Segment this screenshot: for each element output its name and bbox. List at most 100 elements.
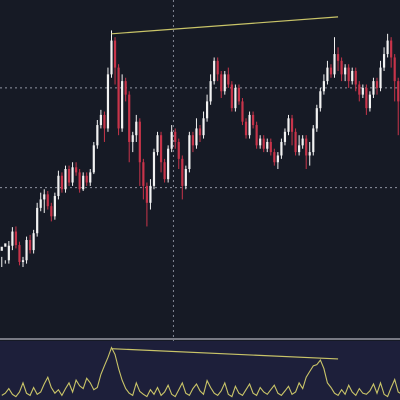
candle xyxy=(32,229,35,254)
candle-body xyxy=(361,87,364,95)
candle-body xyxy=(329,67,333,75)
candle-body xyxy=(358,84,361,95)
candle-body xyxy=(220,74,223,92)
candle-body xyxy=(379,67,382,88)
candle xyxy=(241,98,244,126)
candle-body xyxy=(39,199,42,208)
candle xyxy=(131,131,134,153)
candle xyxy=(142,158,145,200)
candle-body xyxy=(213,60,216,82)
candle xyxy=(191,131,195,153)
candle-body xyxy=(99,114,102,126)
candle xyxy=(25,236,28,264)
candle-body xyxy=(163,162,166,180)
candle-body xyxy=(113,40,117,68)
candle xyxy=(64,165,67,193)
price-level-lines xyxy=(0,87,400,189)
candle xyxy=(273,148,276,166)
candle-body xyxy=(71,167,74,183)
candle-body xyxy=(28,239,32,251)
candle xyxy=(227,67,230,88)
candle-body xyxy=(75,167,78,173)
candle-body xyxy=(280,141,283,156)
candle xyxy=(340,57,343,82)
candle xyxy=(301,135,304,149)
candle xyxy=(14,226,18,249)
candle xyxy=(361,84,364,99)
candle xyxy=(322,74,325,95)
candle xyxy=(117,64,120,136)
candle-body xyxy=(393,57,396,82)
candle-body xyxy=(177,141,180,159)
candle xyxy=(308,141,311,166)
candle-body xyxy=(322,81,325,92)
candle-body xyxy=(110,40,113,75)
candle xyxy=(234,84,237,112)
candle-body xyxy=(96,125,99,146)
candle xyxy=(156,131,159,156)
candle-body xyxy=(46,194,49,207)
candle xyxy=(21,256,25,268)
candle xyxy=(216,57,219,82)
candle-body xyxy=(152,152,156,186)
candle-body xyxy=(276,155,279,163)
candle-body xyxy=(117,67,120,129)
candle-body xyxy=(351,70,354,82)
candle xyxy=(202,111,205,139)
candle xyxy=(78,169,81,193)
candle xyxy=(85,172,88,186)
candle xyxy=(375,77,379,95)
candle xyxy=(230,81,233,112)
candle-body xyxy=(198,128,202,136)
candle xyxy=(128,91,131,163)
candle xyxy=(205,94,209,122)
candle-body xyxy=(60,175,64,190)
indicator-trendline[interactable] xyxy=(111,348,339,360)
candle-body xyxy=(18,245,21,262)
candle-body xyxy=(382,54,386,68)
candle xyxy=(99,109,102,129)
candle xyxy=(329,64,333,78)
candle-body xyxy=(106,74,110,129)
candle-body xyxy=(89,172,92,183)
candle-body xyxy=(227,74,230,85)
candle-body xyxy=(209,81,212,102)
candle xyxy=(252,111,255,129)
price-trendline[interactable] xyxy=(111,16,339,35)
candle xyxy=(53,192,56,220)
candle xyxy=(333,37,336,78)
candle-body xyxy=(142,162,145,186)
candle-body xyxy=(390,40,393,58)
candle-body xyxy=(78,172,81,190)
candle-body xyxy=(138,121,141,163)
candle xyxy=(36,202,39,237)
candle-body xyxy=(340,60,343,75)
candle xyxy=(60,172,64,193)
candle-body xyxy=(82,175,85,190)
candle xyxy=(0,246,3,268)
candle-body xyxy=(368,94,372,109)
candle-body xyxy=(294,131,297,153)
candle xyxy=(46,190,49,210)
candle xyxy=(106,67,110,132)
candle xyxy=(163,158,166,183)
candle-body xyxy=(290,118,294,132)
candle xyxy=(18,241,21,266)
candle xyxy=(365,84,368,115)
candle-body xyxy=(50,206,53,217)
candle-body xyxy=(7,245,10,261)
candle-body xyxy=(135,121,138,136)
candle xyxy=(312,125,315,156)
candle-body xyxy=(195,128,198,146)
candle-body xyxy=(269,141,272,153)
candle-body xyxy=(25,239,28,261)
candle xyxy=(184,165,187,190)
candle-body xyxy=(216,60,219,75)
candle-body xyxy=(223,74,226,92)
candle-body xyxy=(248,114,251,136)
candle-body xyxy=(397,81,400,102)
candle-body xyxy=(57,175,60,197)
candle-body xyxy=(11,231,14,246)
